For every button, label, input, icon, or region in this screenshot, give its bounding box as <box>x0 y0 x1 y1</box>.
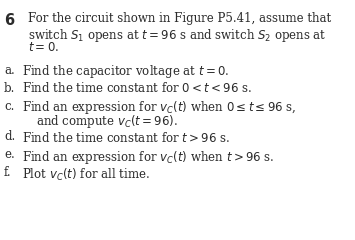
Text: f.: f. <box>4 167 12 180</box>
Text: e.: e. <box>4 149 15 162</box>
Text: Find the time constant for $t > 96$ s.: Find the time constant for $t > 96$ s. <box>22 131 230 144</box>
Text: Find an expression for $v_C(t)$ when $0 \leq t \leq 96$ s,: Find an expression for $v_C(t)$ when $0 … <box>22 100 296 116</box>
Text: a.: a. <box>4 64 15 77</box>
Text: $t = 0$.: $t = 0$. <box>28 41 59 54</box>
Text: c.: c. <box>4 100 14 113</box>
Text: Find the time constant for $0 < t < 96$ s.: Find the time constant for $0 < t < 96$ … <box>22 82 252 96</box>
Text: $\mathbf{6}$: $\mathbf{6}$ <box>4 12 15 28</box>
Text: Plot $v_C(t)$ for all time.: Plot $v_C(t)$ for all time. <box>22 167 150 183</box>
Text: and compute $v_C(t = 96)$.: and compute $v_C(t = 96)$. <box>36 113 178 130</box>
Text: switch $S_1$ opens at $t = 96$ s and switch $S_2$ opens at: switch $S_1$ opens at $t = 96$ s and swi… <box>28 26 327 43</box>
Text: b.: b. <box>4 82 15 95</box>
Text: Find the capacitor voltage at $t = 0$.: Find the capacitor voltage at $t = 0$. <box>22 64 229 80</box>
Text: For the circuit shown in Figure P5.41, assume that: For the circuit shown in Figure P5.41, a… <box>28 12 331 25</box>
Text: d.: d. <box>4 131 15 144</box>
Text: Find an expression for $v_C(t)$ when $t > 96$ s.: Find an expression for $v_C(t)$ when $t … <box>22 149 274 166</box>
